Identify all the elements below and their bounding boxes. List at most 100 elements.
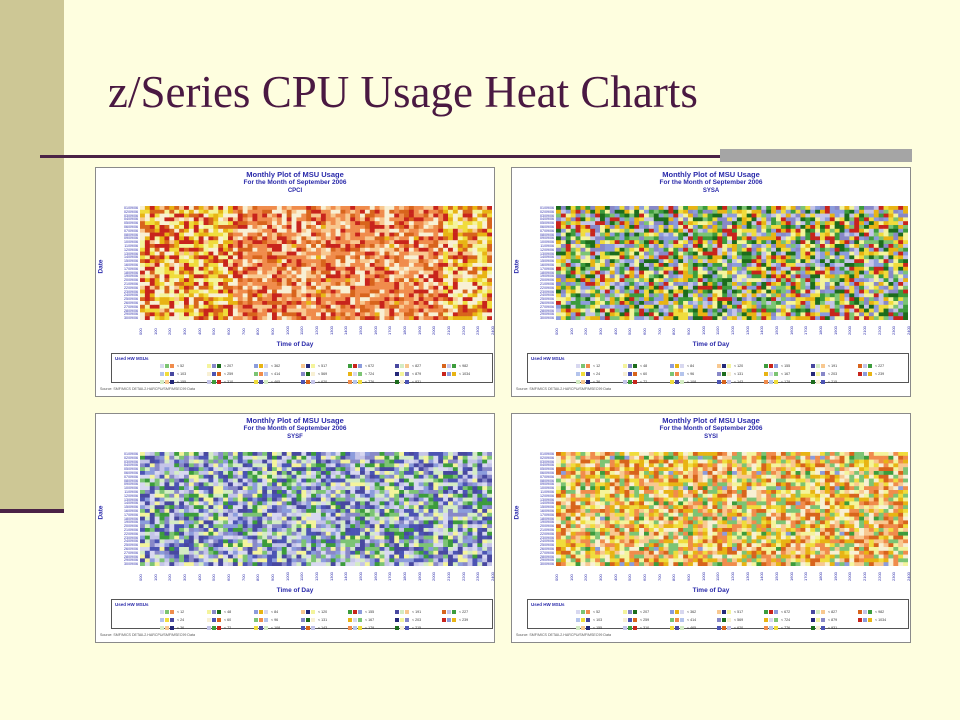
- heat-cell: [179, 244, 185, 249]
- heat-cell: [399, 240, 405, 245]
- heat-cell: [634, 213, 640, 218]
- heat-cell: [653, 244, 659, 249]
- heat-cell: [301, 228, 307, 233]
- heat-cell: [888, 206, 894, 211]
- heat-cell: [242, 232, 248, 237]
- heat-cell: [898, 304, 904, 309]
- heat-cell: [482, 225, 488, 230]
- heat-cell: [223, 297, 229, 302]
- y-tick-label: 15/09/06: [124, 259, 138, 264]
- heat-cell: [609, 232, 615, 237]
- heat-cell: [722, 228, 728, 233]
- heat-cell: [228, 312, 234, 317]
- heat-cell: [433, 225, 439, 230]
- heat-cell: [301, 244, 307, 249]
- heat-cell: [423, 455, 429, 460]
- heat-cell: [766, 278, 772, 283]
- heat-cell: [580, 232, 586, 237]
- heat-cell: [335, 240, 341, 245]
- heat-cell: [815, 209, 821, 214]
- heat-cell: [614, 266, 620, 271]
- heat-cell: [873, 228, 879, 233]
- heat-cell: [198, 244, 204, 249]
- heat-cell: [859, 285, 865, 290]
- heat-cell: [756, 270, 762, 275]
- heat-cell: [232, 217, 239, 222]
- heat-cell: [423, 459, 429, 464]
- heat-cell: [570, 289, 576, 294]
- heat-cell: [389, 301, 395, 306]
- y-tick-label: 02/09/06: [124, 209, 138, 214]
- heat-cell: [423, 251, 429, 256]
- heat-cell: [824, 251, 831, 256]
- heat-cell: [864, 247, 870, 252]
- heat-cell: [320, 244, 327, 249]
- heat-cell: [213, 247, 219, 252]
- heat-cell: [741, 225, 747, 230]
- heat-cell: [384, 274, 390, 279]
- heat-cell: [428, 240, 434, 245]
- heat-cell: [824, 266, 831, 271]
- heat-cell: [345, 278, 351, 283]
- heat-cell: [707, 240, 713, 245]
- heat-cell: [208, 228, 214, 233]
- heat-cell: [389, 209, 395, 214]
- heat-cell: [683, 240, 689, 245]
- heat-cell: [448, 282, 454, 287]
- heat-cell: [614, 297, 620, 302]
- heat-cell: [262, 459, 268, 464]
- heat-cell: [213, 467, 219, 472]
- heat-cell: [634, 244, 640, 249]
- heat-cell: [448, 312, 454, 317]
- heat-cell: [717, 282, 723, 287]
- heat-cell: [252, 206, 258, 211]
- heat-cell: [648, 278, 655, 283]
- heat-cell: [668, 301, 674, 306]
- heat-cell: [384, 308, 390, 313]
- heat-cell: [140, 455, 146, 460]
- heat-cell: [257, 213, 263, 218]
- heat-cell: [267, 301, 273, 306]
- heat-cell: [325, 297, 331, 302]
- heat-cell: [629, 221, 635, 226]
- legend-entry: < 465: [254, 373, 280, 384]
- heat-cell: [149, 289, 155, 294]
- y-tick-label: 14/09/06: [540, 255, 554, 260]
- heat-cell: [144, 452, 151, 457]
- heat-cell: [193, 316, 199, 320]
- heat-cell: [829, 293, 835, 298]
- heat-cell: [893, 247, 899, 252]
- heat-cell: [237, 263, 243, 268]
- heat-cell: [306, 316, 312, 320]
- heat-cell: [839, 266, 845, 271]
- heat-cell: [389, 221, 395, 226]
- heat-cell: [873, 209, 879, 214]
- heat-cell: [604, 244, 611, 249]
- heat-cell: [629, 289, 635, 294]
- heat-cell: [462, 304, 468, 309]
- heat-cell: [663, 316, 669, 320]
- heat-cell: [751, 213, 757, 218]
- heat-cell: [262, 225, 268, 230]
- x-tick-label: 2000: [431, 326, 437, 335]
- heat-cell: [316, 251, 322, 256]
- heat-cell: [702, 301, 708, 306]
- heat-cell: [267, 225, 273, 230]
- heat-cell: [482, 266, 488, 271]
- heat-cell: [149, 221, 155, 226]
- legend-swatch: [623, 371, 627, 376]
- heat-cell: [585, 289, 591, 294]
- heat-cell: [286, 247, 292, 252]
- heatmap-panel: Monthly Plot of MSU Usage For the Month …: [95, 413, 495, 643]
- heat-cell: [849, 263, 855, 268]
- heat-cell: [673, 289, 679, 294]
- heat-cell: [223, 232, 229, 237]
- heat-cell: [834, 274, 840, 279]
- heat-cell: [345, 217, 351, 222]
- heat-cell: [237, 304, 243, 309]
- heat-cell: [320, 312, 327, 317]
- heat-cell: [389, 452, 395, 457]
- heat-cell: [360, 463, 366, 468]
- heat-cell: [467, 301, 473, 306]
- heat-cell: [736, 312, 743, 317]
